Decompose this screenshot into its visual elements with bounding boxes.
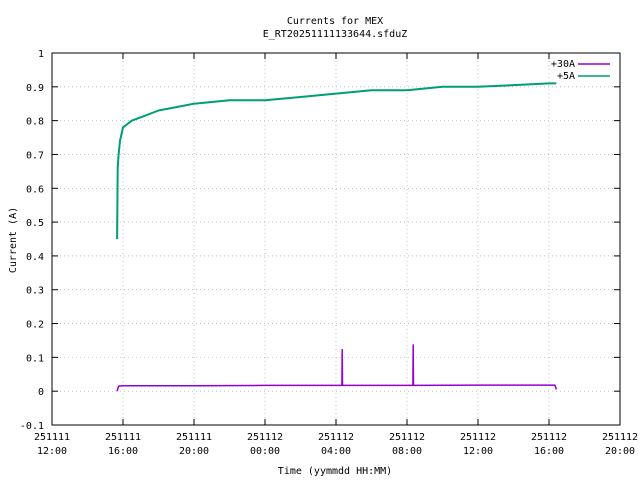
x-tick-time-label: 12:00 bbox=[37, 446, 67, 457]
series-layer bbox=[116, 82, 558, 392]
y-tick-label: 0.3 bbox=[26, 286, 44, 297]
x-tick-time-label: 12:00 bbox=[463, 446, 493, 457]
plot-frame bbox=[51, 52, 621, 426]
x-tick-time-label: 16:00 bbox=[534, 446, 564, 457]
chart-subtitle: E_RT20251111133644.sfduZ bbox=[263, 29, 408, 40]
y-tick-label: 0.1 bbox=[26, 353, 44, 364]
tick-layer: -0.1 0 0.1 0.2 0.3 0.4 0.5 0.6 0.7 0.8 0.9 1 251111 1… bbox=[20, 49, 638, 457]
y-tick-label: 0.9 bbox=[26, 83, 44, 94]
x-tick-date-label: 251111 bbox=[176, 432, 212, 443]
y-tick-label: 0.2 bbox=[26, 320, 44, 331]
x-tick-date-label: 251111 bbox=[34, 432, 70, 443]
x-tick-date-label: 251112 bbox=[389, 432, 425, 443]
series-line-plus5a bbox=[116, 82, 557, 240]
x-tick-date-label: 251112 bbox=[460, 432, 496, 443]
series-line-plus30a bbox=[116, 344, 558, 392]
y-tick-label: 0.4 bbox=[26, 252, 44, 263]
y-tick-label: -0.1 bbox=[20, 421, 44, 432]
x-axis-label: Time (yymmdd HH:MM) bbox=[278, 466, 392, 477]
x-tick-date-label: 251112 bbox=[247, 432, 283, 443]
y-tick-label: 0 bbox=[38, 387, 44, 398]
legend-label: +5A bbox=[557, 71, 575, 82]
x-tick-time-label: 20:00 bbox=[605, 446, 635, 457]
x-tick-date-label: 251112 bbox=[318, 432, 354, 443]
y-tick-label: 0.8 bbox=[26, 117, 44, 128]
x-tick-time-label: 16:00 bbox=[108, 446, 138, 457]
y-tick-label: 0.7 bbox=[26, 150, 44, 161]
x-tick-time-label: 00:00 bbox=[250, 446, 280, 457]
grid-layer bbox=[51, 52, 621, 426]
y-axis-label: Current (A) bbox=[8, 207, 19, 273]
legend-label: +30A bbox=[551, 59, 575, 70]
x-tick-date-label: 251112 bbox=[602, 432, 638, 443]
x-tick-time-label: 04:00 bbox=[321, 446, 351, 457]
y-tick-label: 0.6 bbox=[26, 184, 44, 195]
x-tick-time-label: 08:00 bbox=[392, 446, 422, 457]
x-tick-time-label: 20:00 bbox=[179, 446, 209, 457]
legend: +30A+5A bbox=[551, 59, 610, 82]
x-tick-date-label: 251112 bbox=[531, 432, 567, 443]
x-tick-date-label: 251111 bbox=[105, 432, 141, 443]
chart-title: Currents for MEX bbox=[287, 16, 383, 27]
y-tick-label: 1 bbox=[38, 49, 44, 60]
y-tick-label: 0.5 bbox=[26, 218, 44, 229]
